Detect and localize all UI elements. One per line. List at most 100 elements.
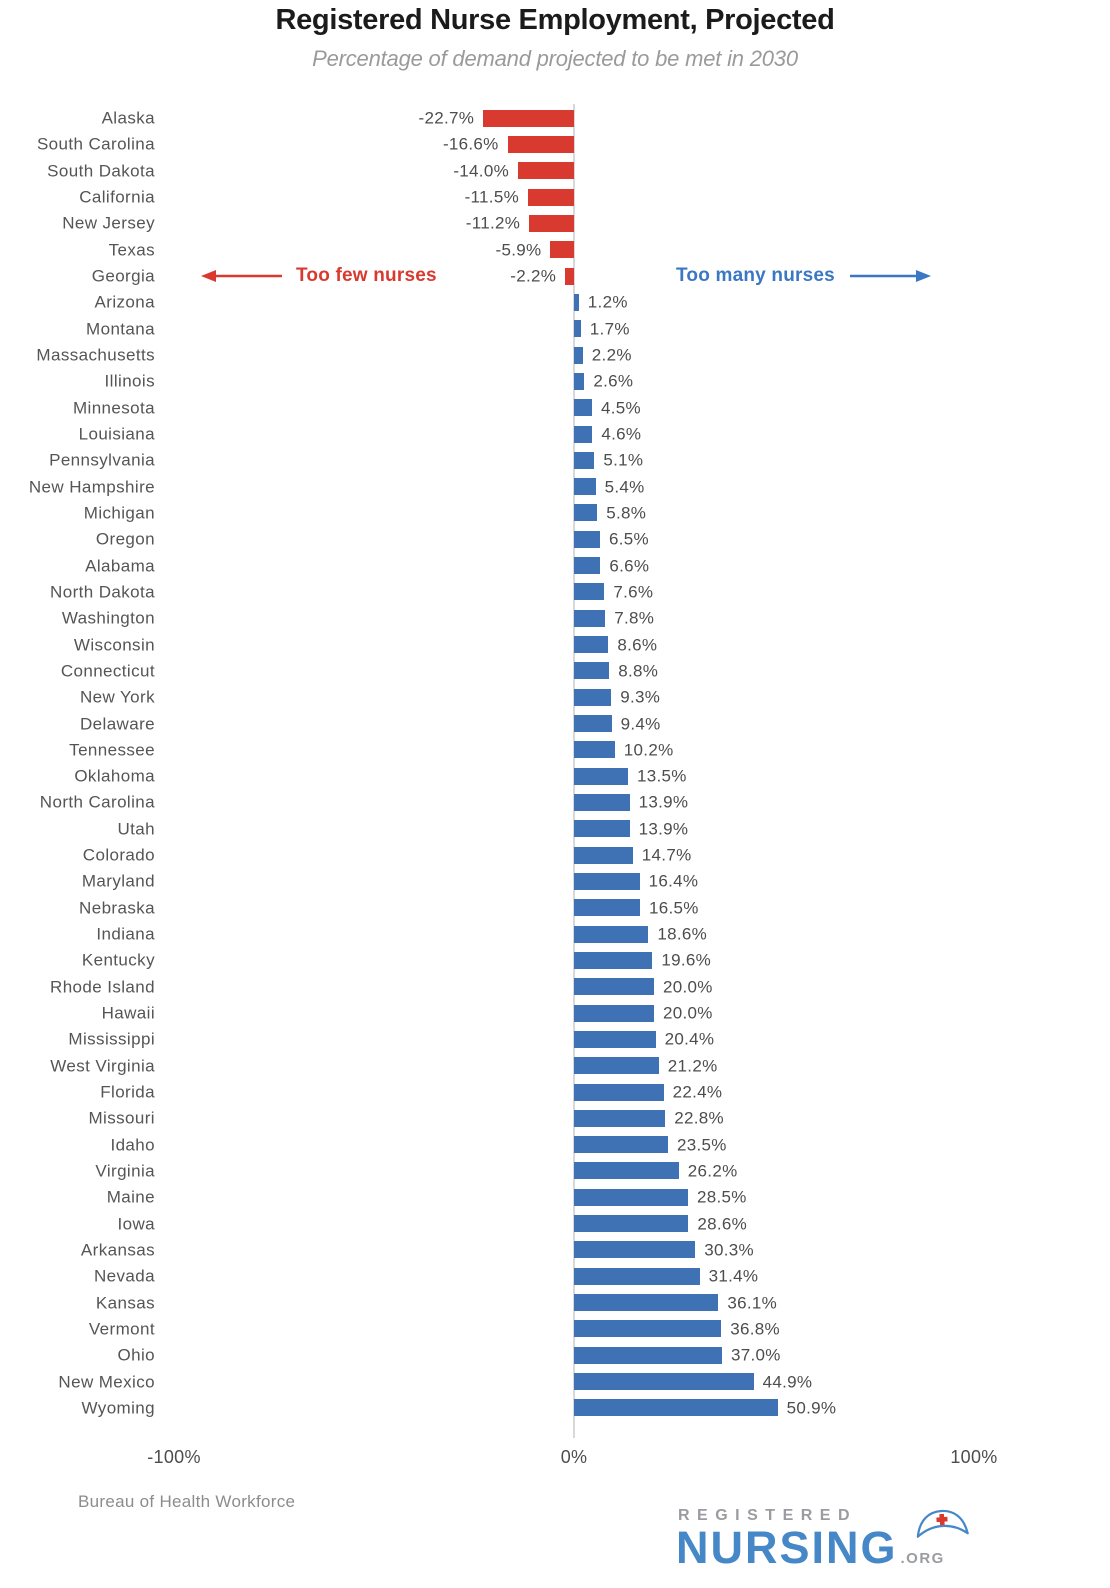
- state-label: New York: [79, 687, 155, 707]
- bar: [574, 1004, 654, 1022]
- value-label: 23.5%: [677, 1135, 727, 1155]
- registerednursing-logo: REGISTERED NURSING .ORG: [676, 1507, 1036, 1570]
- bar: [574, 662, 610, 680]
- bar: [574, 1267, 700, 1285]
- state-label: New Jersey: [62, 213, 155, 233]
- bar: [565, 267, 574, 285]
- bar: [574, 530, 600, 548]
- bar: [574, 1188, 688, 1206]
- bar: [574, 609, 606, 627]
- value-label: 8.8%: [618, 661, 659, 681]
- state-label: Alaska: [101, 108, 155, 128]
- value-label: -5.9%: [495, 240, 542, 260]
- source-label: Bureau of Health Workforce: [78, 1492, 296, 1511]
- bar-row: Ohio 37.0%: [0, 1342, 1110, 1368]
- bar: [550, 241, 574, 259]
- state-label: Montana: [86, 319, 155, 339]
- bar: [574, 1346, 722, 1364]
- state-label: Mississippi: [68, 1029, 155, 1049]
- value-label: 5.1%: [603, 450, 644, 470]
- state-label: Kansas: [95, 1293, 155, 1313]
- bar-row: Alabama 6.6%: [0, 552, 1110, 578]
- bar-row: New Mexico 44.9%: [0, 1368, 1110, 1394]
- bar: [574, 1057, 659, 1075]
- state-label: Kentucky: [81, 950, 155, 970]
- state-label: Michigan: [83, 503, 155, 523]
- bar: [574, 899, 640, 917]
- state-label: Oregon: [95, 529, 155, 549]
- bar-row: Louisiana 4.6%: [0, 421, 1110, 447]
- value-label: 20.4%: [664, 1029, 715, 1049]
- bar-row: Arkansas 30.3%: [0, 1237, 1110, 1263]
- bar: [574, 1083, 664, 1101]
- state-label: Maryland: [81, 871, 155, 891]
- bar: [574, 1373, 754, 1391]
- bar: [574, 372, 585, 390]
- bar-row: South Dakota -14.0%: [0, 158, 1110, 184]
- bar-row: Colorado 14.7%: [0, 842, 1110, 868]
- state-label: Hawaii: [101, 1003, 155, 1023]
- bar-row: Kansas 36.1%: [0, 1289, 1110, 1315]
- value-label: 13.9%: [638, 792, 689, 812]
- too-many-label: Too many nurses: [676, 265, 835, 286]
- state-label: Massachusetts: [36, 345, 155, 365]
- state-label: Washington: [61, 608, 155, 628]
- value-label: 21.2%: [667, 1056, 718, 1076]
- value-label: 14.7%: [641, 845, 692, 865]
- bar: [507, 136, 574, 153]
- bar: [574, 794, 630, 811]
- bar: [518, 162, 574, 180]
- state-label: Pennsylvania: [49, 450, 155, 470]
- bar-row: Nebraska 16.5%: [0, 895, 1110, 921]
- bar-row: Virginia 26.2%: [0, 1158, 1110, 1184]
- logo-org-text: .ORG: [900, 1550, 945, 1567]
- value-label: 36.8%: [730, 1319, 780, 1339]
- value-label: -16.6%: [442, 134, 499, 154]
- value-label: -11.2%: [465, 213, 521, 233]
- bar: [574, 1109, 666, 1127]
- value-label: -22.7%: [418, 108, 475, 128]
- value-label: 4.6%: [601, 424, 642, 444]
- value-label: -11.5%: [464, 187, 519, 207]
- state-label: Vermont: [88, 1319, 155, 1339]
- state-label: West Virginia: [50, 1056, 155, 1076]
- logo-registered-text: REGISTERED: [678, 1507, 858, 1524]
- bar-row: Vermont 36.8%: [0, 1316, 1110, 1342]
- state-label: Illinois: [104, 371, 155, 391]
- bar-row: New Jersey -11.2%: [0, 210, 1110, 236]
- bar-row: Pennsylvania 5.1%: [0, 447, 1110, 473]
- state-label: New Mexico: [58, 1372, 155, 1392]
- value-label: 9.4%: [620, 714, 661, 734]
- bar: [574, 767, 628, 785]
- bar: [574, 925, 649, 943]
- bar: [483, 109, 574, 127]
- value-label: 7.8%: [614, 608, 655, 628]
- bar: [574, 425, 593, 443]
- value-label: 6.6%: [609, 556, 650, 576]
- state-label: New Hampshire: [28, 477, 155, 497]
- state-label: Rhode Island: [50, 977, 155, 997]
- bar: [574, 951, 653, 969]
- bar-row: Montana 1.7%: [0, 316, 1110, 342]
- value-label: 16.4%: [648, 871, 699, 891]
- state-label: Nevada: [94, 1266, 155, 1286]
- bar-row: New York 9.3%: [0, 684, 1110, 710]
- value-label: 20.0%: [663, 1003, 713, 1023]
- bar-row: California -11.5%: [0, 184, 1110, 210]
- bar: [574, 583, 605, 601]
- bar-row: Arizona 1.2%: [0, 289, 1110, 315]
- value-label: 31.4%: [708, 1266, 759, 1286]
- state-label: Maine: [106, 1187, 155, 1207]
- bar-row: Rhode Island 20.0%: [0, 974, 1110, 1000]
- bar: [574, 504, 598, 522]
- state-label: Wisconsin: [73, 635, 155, 655]
- bar-row: Texas -5.9%: [0, 237, 1110, 263]
- bar: [574, 715, 612, 733]
- state-label: Utah: [117, 819, 155, 839]
- value-label: 50.9%: [786, 1398, 837, 1418]
- bar: [574, 478, 596, 496]
- state-label: Missouri: [88, 1108, 155, 1128]
- bar: [574, 1320, 722, 1338]
- bar-row: North Carolina 13.9%: [0, 789, 1110, 815]
